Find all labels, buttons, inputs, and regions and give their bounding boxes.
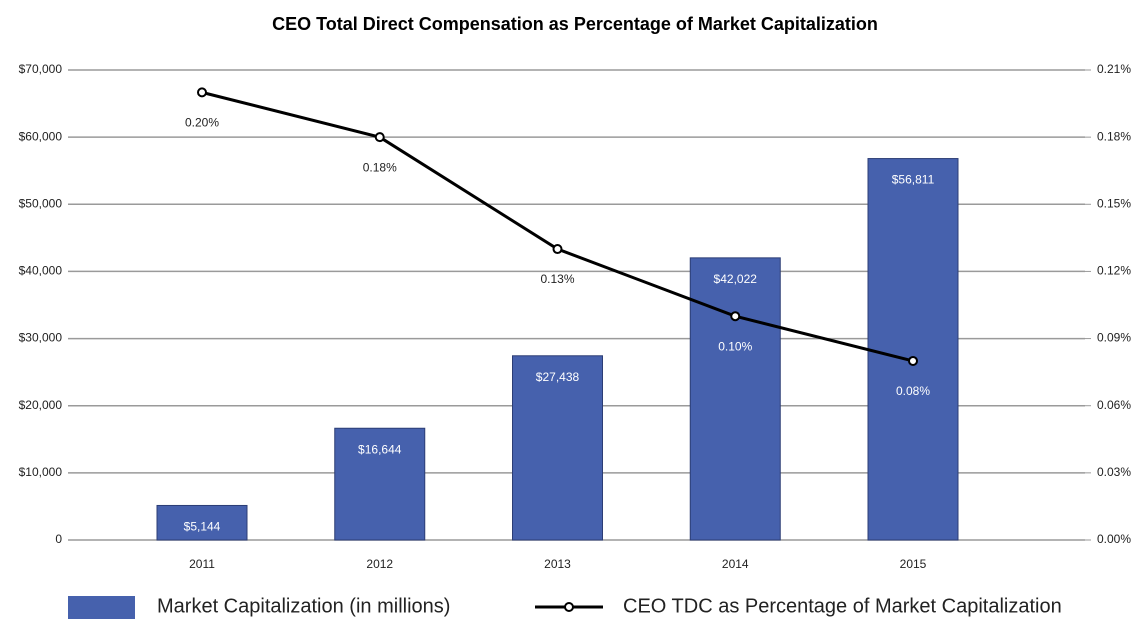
bar — [156, 504, 248, 541]
x-tick-label: 2012 — [366, 557, 393, 571]
bar — [334, 427, 426, 541]
y2-tick-label: 0.12% — [1097, 264, 1131, 278]
line-value-label: 0.20% — [185, 116, 219, 130]
y2-tick-label: 0.09% — [1097, 331, 1131, 345]
legend-label: Market Capitalization (in millions) — [157, 595, 450, 617]
line-value-label: 0.18% — [363, 160, 397, 174]
y2-tick-label: 0.15% — [1097, 196, 1131, 210]
line-value-label: 0.10% — [718, 339, 752, 353]
line-point — [730, 311, 741, 322]
bar-value-label: $27,438 — [536, 370, 580, 384]
y-tick-label: $70,000 — [19, 62, 63, 76]
y-tick-label: $50,000 — [19, 196, 63, 210]
bar-value-label: $56,811 — [892, 173, 935, 187]
legend-swatch — [68, 596, 135, 619]
y-tick-label: $10,000 — [19, 465, 63, 479]
x-tick-label: 2015 — [900, 557, 927, 571]
x-tick-label: 2014 — [722, 557, 749, 571]
y2-tick-label: 0.00% — [1097, 532, 1131, 546]
legend-label: CEO TDC as Percentage of Market Capitali… — [623, 595, 1062, 617]
line-point — [908, 355, 918, 366]
line-point — [552, 244, 563, 255]
x-tick-label: 2011 — [189, 557, 215, 571]
bar — [512, 355, 603, 541]
y-tick-label: $30,000 — [19, 331, 63, 345]
y-tick-label: 0 — [55, 532, 62, 546]
line-value-label: 0.08% — [896, 384, 930, 398]
chart-title: CEO Total Direct Compensation as Percent… — [272, 14, 878, 34]
y2-tick-label: 0.21% — [1097, 62, 1131, 76]
line-point — [197, 87, 207, 98]
line-value-label: 0.13% — [540, 272, 574, 286]
y2-tick-label: 0.03% — [1097, 465, 1131, 479]
y-tick-label: $40,000 — [19, 264, 63, 278]
bar-value-label: $42,022 — [714, 272, 758, 286]
bar-value-label: $5,144 — [184, 520, 221, 534]
line-point — [374, 132, 385, 143]
bar — [689, 257, 781, 541]
y-tick-label: $60,000 — [19, 129, 63, 143]
bar — [867, 158, 959, 541]
bar-value-label: $16,644 — [358, 442, 402, 456]
x-tick-label: 2013 — [544, 557, 571, 571]
y2-tick-label: 0.18% — [1097, 129, 1131, 143]
y2-tick-label: 0.06% — [1097, 398, 1131, 412]
line — [201, 90, 914, 363]
y-tick-label: $20,000 — [19, 398, 63, 412]
legend-swatch — [564, 602, 574, 612]
